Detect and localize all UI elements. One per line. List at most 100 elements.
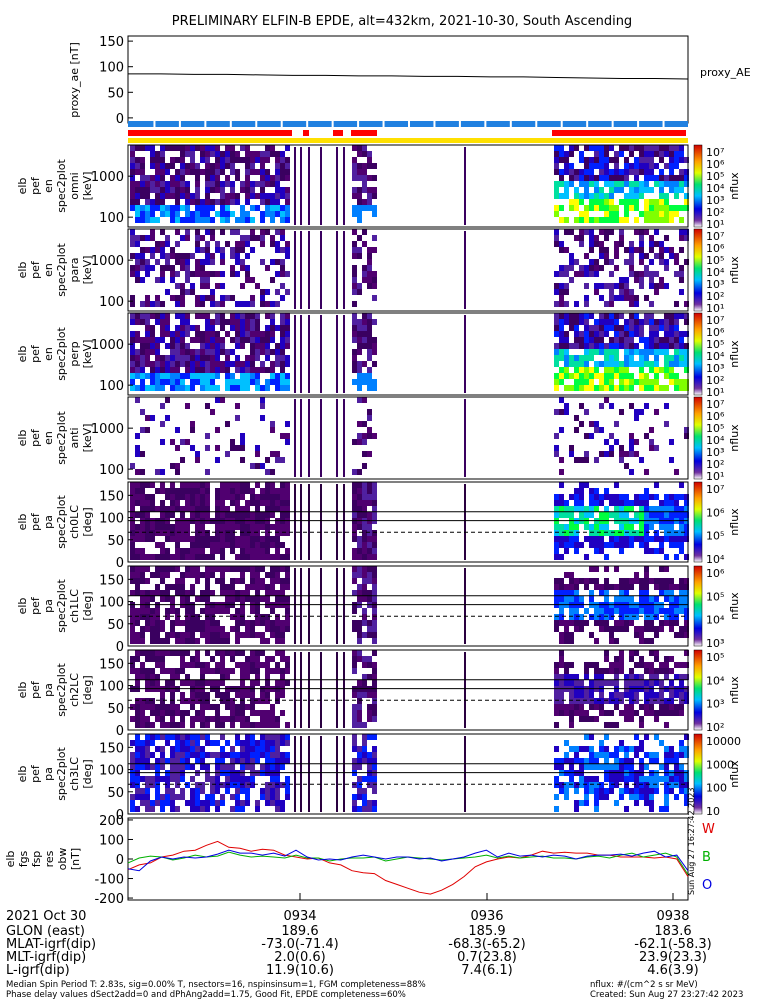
- spec-cell: [584, 662, 589, 668]
- spec-cell: [155, 542, 160, 548]
- spec-cell: [564, 704, 569, 710]
- spec-cell: [564, 319, 569, 325]
- spec-cell: [135, 524, 140, 530]
- spec-cell: [619, 584, 624, 590]
- spectrogram-cells: [130, 229, 689, 309]
- spec-cell: [664, 662, 669, 668]
- spec-cell: [185, 277, 190, 283]
- spec-cell: [235, 488, 240, 494]
- spec-cell: [130, 145, 135, 151]
- spec-cell: [250, 530, 255, 536]
- spec-cell: [145, 319, 150, 325]
- spec-cell: [190, 385, 195, 391]
- spec-cell: [609, 680, 614, 686]
- spec-cell: [659, 343, 664, 349]
- spec-cell: [135, 530, 140, 536]
- spec-cell: [352, 794, 357, 800]
- spec-stripe: [336, 568, 338, 644]
- spec-cell: [589, 704, 594, 710]
- spec-cell: [654, 680, 659, 686]
- spec-cell: [684, 427, 689, 433]
- spec-cell: [634, 169, 639, 175]
- spec-cell: [135, 211, 140, 217]
- spec-cell: [130, 169, 135, 175]
- spec-cell: [357, 211, 362, 217]
- spec-cell: [629, 385, 634, 391]
- spec-cell: [170, 674, 175, 680]
- spec-cell: [185, 235, 190, 241]
- spec-cell: [250, 752, 255, 758]
- spec-cell: [235, 614, 240, 620]
- spec-cell: [644, 295, 649, 301]
- spec-cell: [150, 151, 155, 157]
- spec-cell: [220, 554, 225, 560]
- spec-cell: [659, 385, 664, 391]
- spec-cell: [270, 542, 275, 548]
- spec-cell: [604, 554, 609, 560]
- spec-cell: [230, 530, 235, 536]
- spec-cell: [220, 716, 225, 722]
- spec-cell: [180, 692, 185, 698]
- spec-cell: [654, 548, 659, 554]
- spec-cell: [260, 524, 265, 530]
- spec-cell: [362, 548, 367, 554]
- spec-cell: [260, 343, 265, 349]
- spec-cell: [175, 524, 180, 530]
- spec-cell: [225, 740, 230, 746]
- spec-cell: [669, 692, 674, 698]
- spec-cell: [659, 211, 664, 217]
- spec-cell: [250, 548, 255, 554]
- spec-cell: [559, 145, 564, 151]
- spec-cell: [240, 722, 245, 728]
- proxy-ae-ylabel: proxy_ae [nT]: [68, 42, 81, 117]
- spec-cell: [160, 151, 165, 157]
- spec-cell: [245, 175, 250, 181]
- spec-cell: [270, 337, 275, 343]
- spec-cell: [140, 145, 145, 151]
- spec-cell: [664, 776, 669, 782]
- ytick-label: 100: [99, 512, 124, 527]
- spec-cell: [190, 746, 195, 752]
- spec-cell: [659, 247, 664, 253]
- spec-cell: [185, 205, 190, 211]
- spec-cell: [240, 668, 245, 674]
- spec-cell: [644, 764, 649, 770]
- spec-cell: [165, 530, 170, 536]
- spec-cell: [684, 776, 689, 782]
- spec-cell: [275, 361, 280, 367]
- ytick-label: 1000: [91, 170, 124, 185]
- spec-cell: [609, 776, 614, 782]
- spec-cell: [619, 241, 624, 247]
- spec-cell: [260, 536, 265, 542]
- time-ticks: 0934 0936 0938: [283, 893, 690, 924]
- spec-cell: [155, 319, 160, 325]
- spec-cell: [372, 512, 377, 518]
- spec-cell: [594, 163, 599, 169]
- spec-cell: [579, 193, 584, 199]
- fgs-ylabel: elb fgs fsp res obw [nT]: [4, 848, 82, 871]
- ephemeris-value: 7.4(6.1): [461, 963, 513, 978]
- spec-cell: [275, 169, 280, 175]
- spec-cell: [624, 217, 629, 223]
- spec-cell: [589, 632, 594, 638]
- side-stamp: Sun Aug 27 16:27:42 2023: [687, 788, 696, 895]
- ytick-label: 150: [99, 489, 124, 504]
- spec-cell: [250, 566, 255, 572]
- spec-cell: [579, 157, 584, 163]
- spec-cell: [649, 187, 654, 193]
- spec-cell: [584, 217, 589, 223]
- spec-cell: [225, 596, 230, 602]
- spec-cell: [664, 151, 669, 157]
- spec-cell: [285, 211, 290, 217]
- spec-cell: [270, 782, 275, 788]
- spec-cell: [669, 782, 674, 788]
- spec-cell: [599, 674, 604, 680]
- spec-cell: [135, 536, 140, 542]
- spec-cell: [195, 536, 200, 542]
- spec-cell: [609, 662, 614, 668]
- spec-cell: [215, 722, 220, 728]
- spec-cell: [285, 157, 290, 163]
- spec-cell: [634, 674, 639, 680]
- spec-cell: [579, 169, 584, 175]
- spec-cell: [654, 506, 659, 512]
